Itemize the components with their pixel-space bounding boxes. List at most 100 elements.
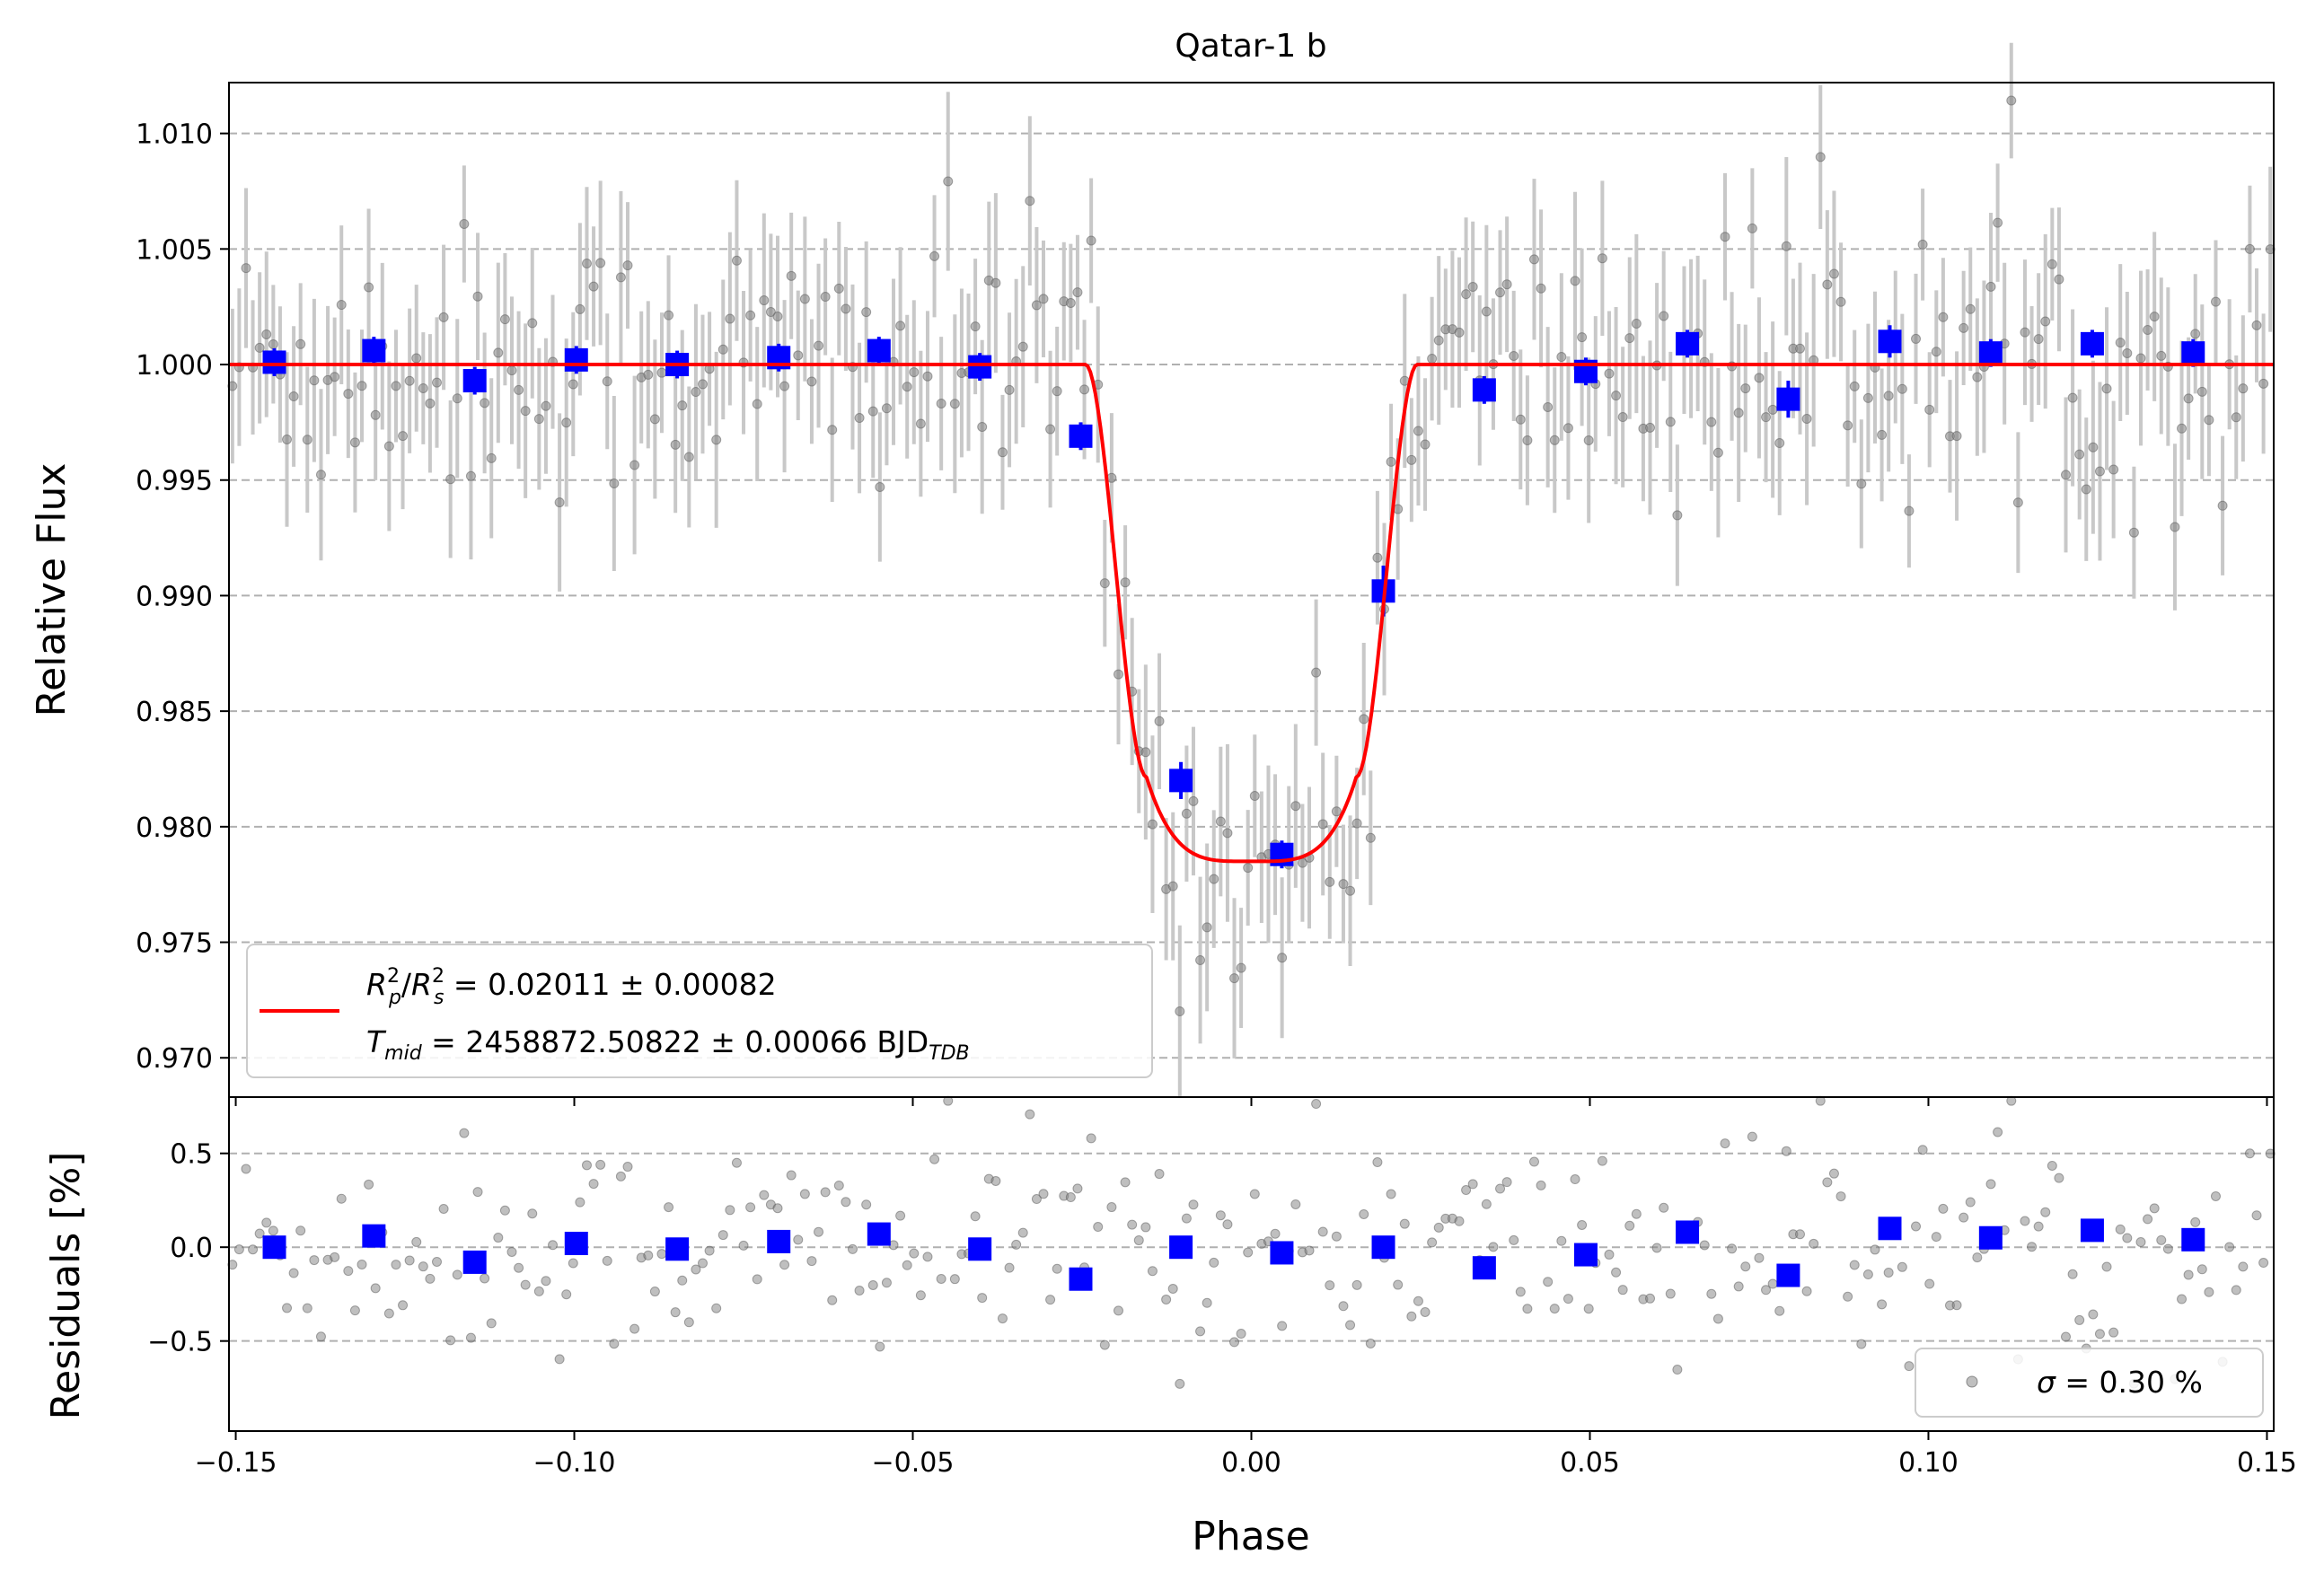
raw-residual-point	[1849, 1260, 1860, 1270]
raw-point	[1461, 289, 1472, 300]
binned-residual-point	[262, 1235, 286, 1260]
raw-residual-point	[541, 1276, 551, 1287]
raw-point	[1209, 874, 1219, 884]
raw-residual-point	[1106, 1202, 1117, 1213]
raw-residual-point	[506, 1246, 517, 1257]
raw-point	[1883, 391, 1894, 401]
raw-point	[1222, 828, 1233, 839]
raw-residual-point	[704, 1245, 715, 1256]
binned-point	[564, 347, 588, 372]
x-axis-title: Phase	[1192, 1514, 1309, 1559]
raw-point	[343, 389, 354, 400]
raw-point	[1706, 417, 1717, 427]
raw-point	[2061, 470, 2072, 480]
raw-residual-point	[1727, 1243, 1738, 1254]
raw-residual-point	[315, 1331, 326, 1342]
raw-point	[875, 482, 885, 493]
raw-residual-point	[2040, 1207, 2051, 1217]
raw-point	[677, 400, 688, 411]
raw-residual-point	[1733, 1281, 1744, 1292]
raw-residual-point	[622, 1162, 633, 1173]
raw-point	[1931, 347, 1941, 357]
raw-residual-point	[1140, 1222, 1151, 1233]
top-y-tick-label: 0.970	[136, 1043, 213, 1075]
raw-point	[1481, 306, 1492, 317]
binned-residual-point	[1776, 1263, 1800, 1287]
raw-residual-point	[1931, 1232, 1941, 1243]
raw-residual-point	[241, 1164, 251, 1174]
raw-point	[2251, 320, 2262, 330]
raw-residual-point	[1317, 1226, 1328, 1237]
raw-point	[1433, 335, 1444, 346]
top-legend: R2 p/R2 s = 0.02011 ± 0.00082 Tmid = 24588…	[246, 944, 1153, 1078]
raw-point	[1243, 863, 1254, 874]
raw-residual-point	[2190, 1216, 2201, 1227]
raw-point	[814, 340, 824, 351]
raw-residual-point	[2088, 1309, 2099, 1320]
raw-residual-point	[1004, 1262, 1015, 1273]
raw-point	[2012, 497, 2023, 508]
raw-point	[227, 381, 238, 391]
raw-residual-point	[881, 1278, 892, 1288]
raw-residual-point	[629, 1323, 640, 1334]
raw-residual-point	[1959, 1212, 1969, 1223]
raw-point	[431, 377, 442, 388]
raw-point	[459, 218, 470, 229]
raw-residual-point	[2054, 1173, 2064, 1183]
raw-residual-point	[1897, 1261, 1907, 1272]
raw-residual-point	[1543, 1277, 1554, 1287]
raw-point	[1406, 454, 1417, 465]
raw-residual-point	[2067, 1269, 2078, 1279]
raw-point	[1079, 384, 1090, 395]
raw-residual-point	[1624, 1220, 1635, 1231]
raw-point	[915, 418, 926, 429]
legend-tmid-label: Tmid = 2458872.50822 ± 0.00066 BJDTDB	[366, 1024, 970, 1065]
raw-residual-point	[1781, 1146, 1791, 1156]
raw-point	[1501, 279, 1512, 290]
raw-residual-point	[548, 1240, 559, 1251]
raw-residual-point	[1249, 1189, 1260, 1199]
raw-point	[1031, 300, 1042, 311]
legend-sigma-label: σ = 0.30 %	[2037, 1365, 2203, 1400]
raw-point	[2244, 243, 2255, 254]
raw-point	[1712, 447, 1723, 458]
raw-point	[1509, 350, 1519, 361]
raw-residual-point	[2108, 1327, 2119, 1338]
raw-point	[772, 312, 783, 322]
raw-residual-point	[1611, 1267, 1622, 1278]
raw-residual-point	[779, 1260, 790, 1270]
raw-point	[2088, 442, 2099, 452]
raw-residual-point	[936, 1273, 946, 1284]
raw-point	[2183, 393, 2194, 404]
raw-residual-point	[1386, 1189, 1396, 1199]
raw-point	[670, 439, 681, 450]
raw-point	[922, 371, 933, 382]
raw-residual-point	[1761, 1285, 1772, 1296]
x-tick-label: −0.10	[533, 1447, 616, 1479]
raw-residual-point	[2074, 1314, 2085, 1325]
raw-residual-point	[915, 1290, 926, 1301]
raw-point	[1917, 239, 1928, 250]
raw-residual-point	[949, 1274, 960, 1285]
raw-residual-point	[1570, 1174, 1580, 1185]
raw-point	[1017, 341, 1028, 352]
raw-point	[1372, 552, 1383, 563]
raw-residual-point	[1767, 1278, 1778, 1289]
raw-point	[2190, 329, 2201, 339]
raw-point	[1331, 806, 1342, 817]
raw-point	[391, 381, 401, 391]
raw-residual-point	[717, 1230, 728, 1241]
raw-residual-point	[1488, 1242, 1499, 1252]
raw-residual-point	[1290, 1199, 1301, 1209]
raw-residual-point	[575, 1197, 585, 1208]
bottom-y-ticks: −0.5 0.0 0.5	[147, 1139, 229, 1358]
binned-point	[1776, 387, 1800, 411]
raw-point	[820, 292, 831, 303]
raw-residual-point	[1304, 1245, 1315, 1256]
raw-residual-point	[841, 1197, 851, 1208]
raw-point	[452, 393, 462, 404]
raw-residual-point	[793, 1234, 804, 1245]
raw-point	[1386, 456, 1396, 467]
raw-point	[1897, 383, 1907, 394]
